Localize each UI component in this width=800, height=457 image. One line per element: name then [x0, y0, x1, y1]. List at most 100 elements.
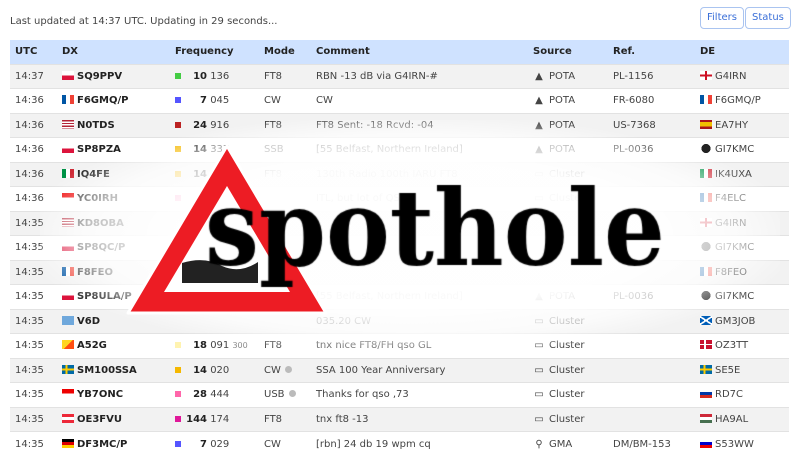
tree-icon: ▲	[535, 291, 543, 303]
pl-flag-icon	[62, 144, 74, 154]
ref-cell[interactable]	[608, 308, 695, 334]
us-flag-icon	[62, 119, 74, 129]
dx-callsign[interactable]: N0TDS	[77, 119, 115, 131]
ref-cell[interactable]	[608, 161, 695, 187]
de-callsign[interactable]: F4ELC	[715, 193, 746, 205]
col-dx[interactable]: DX	[57, 40, 170, 64]
comment-cell: Thanks for qso ,73	[311, 382, 528, 407]
dx-cell: SP8PZA	[57, 137, 170, 162]
source-cell: ⚲ GMA	[528, 431, 608, 456]
de-callsign[interactable]: GI7KMC	[715, 291, 755, 303]
de-callsign[interactable]: HA9AL	[715, 413, 749, 425]
de-callsign[interactable]: F8FEO	[715, 266, 748, 278]
dx-callsign[interactable]: OE3FVU	[77, 413, 122, 425]
ref-cell[interactable]	[608, 259, 695, 285]
de-callsign[interactable]: SE5E	[715, 364, 741, 376]
frequency-cell: 28 444	[170, 382, 259, 407]
table-row[interactable]: 14:37 SQ9PPV 10 136 FT8 RBN -13 dB via G4IR…	[10, 63, 789, 89]
de-callsign[interactable]: G4IRN	[715, 217, 747, 229]
col-frequency[interactable]: Frequency	[170, 40, 259, 64]
col-de[interactable]: DE	[695, 40, 789, 64]
pl-flag-icon	[62, 291, 74, 301]
source-text: Cluster	[549, 413, 585, 425]
de-callsign[interactable]: EA7HY	[715, 119, 749, 131]
de-cell: GI7KMC	[695, 284, 789, 309]
mode-cell	[259, 210, 311, 236]
ref-cell[interactable]	[608, 382, 695, 407]
comment-cell: 035.20 CW	[311, 308, 528, 334]
dx-callsign[interactable]: IQ4FE	[77, 168, 110, 180]
table-row[interactable]: 14:35 SP8ULA/P [55 Belfast, Northern Irel…	[10, 284, 789, 309]
utc-cell: 14:36	[10, 186, 57, 211]
filters-button[interactable]: Filters	[700, 7, 744, 29]
dx-callsign[interactable]: SQ9PPV	[77, 70, 123, 82]
de-callsign[interactable]: IK4UXA	[715, 168, 752, 180]
frequency-cell	[170, 210, 259, 236]
dx-callsign[interactable]: DF3MC/P	[77, 438, 128, 450]
dx-callsign[interactable]: V6D	[77, 315, 100, 327]
ref-cell[interactable]: FR-6080	[608, 88, 695, 113]
dx-callsign[interactable]: YB7ONC	[77, 389, 124, 401]
dx-callsign[interactable]: SM100SSA	[77, 364, 137, 376]
table-row[interactable]: 14:36 YC0IRH ITL, but lot of QSB... ▭ Clust…	[10, 186, 789, 211]
de-callsign[interactable]: G4IRN	[715, 70, 747, 82]
unk-flag-icon	[700, 144, 712, 154]
frequency-cell: 24 916	[170, 112, 259, 138]
dx-callsign[interactable]: SP8PZA	[77, 144, 121, 156]
table-row[interactable]: 14:35 F8FEO F8FEO	[10, 259, 789, 285]
ref-cell[interactable]	[608, 186, 695, 211]
table-row[interactable]: 14:36 IQ4FE 14 FT8 130th Radio 100th IARU F…	[10, 161, 789, 187]
table-row[interactable]: 14:35 DF3MC/P 7 029 CW [rbn] 24 db 19 wpm c…	[10, 431, 789, 456]
ref-cell[interactable]: PL-0036	[608, 137, 695, 162]
ref-cell[interactable]: PL-0036	[608, 284, 695, 309]
status-button[interactable]: Status	[745, 7, 791, 29]
col-mode[interactable]: Mode	[259, 40, 311, 64]
mode-cell: CW	[259, 88, 311, 113]
ref-cell[interactable]	[608, 210, 695, 236]
source-cell: ▲ POTA	[528, 88, 608, 113]
de-callsign[interactable]: S53WW	[715, 438, 754, 450]
dx-callsign[interactable]: KD8OBA	[77, 217, 124, 229]
table-row[interactable]: 14:35 OE3FVU 144 174 FT8 tnx ft8 -13 ▭ Cluste…	[10, 406, 789, 432]
de-callsign[interactable]: F6GMQ/P	[715, 95, 761, 107]
dx-callsign[interactable]: YC0IRH	[77, 193, 118, 205]
de-callsign[interactable]: GI7KMC	[715, 242, 755, 254]
table-row[interactable]: 14:35 YB7ONC 28 444 USB Thanks for qso ,73 ▭…	[10, 382, 789, 407]
table-row[interactable]: 14:35 A52G 18 091 300 FT8 tnx nice FT8/FH qs…	[10, 333, 789, 358]
ref-cell[interactable]	[608, 357, 695, 383]
de-callsign[interactable]: GM3JOB	[715, 315, 756, 327]
mode-cell: FT8	[259, 63, 311, 89]
ref-cell[interactable]: PL-1156	[608, 63, 695, 89]
frequency-mhz: 28	[193, 389, 207, 401]
col-comment[interactable]: Comment	[311, 40, 528, 64]
de-callsign[interactable]: GI7KMC	[715, 144, 755, 156]
ref-cell[interactable]: US-7368	[608, 112, 695, 138]
dx-callsign[interactable]: SP8ULA/P	[77, 291, 132, 303]
table-row[interactable]: 14:35 SP8QC/P GI7KMC	[10, 235, 789, 260]
col-ref[interactable]: Ref.	[608, 40, 695, 64]
dx-callsign[interactable]: SP8QC/P	[77, 242, 126, 254]
table-row[interactable]: 14:36 N0TDS 24 916 FT8 FT8 Sent: -18 Rcvd: …	[10, 112, 789, 138]
ref-cell[interactable]	[608, 406, 695, 432]
dx-callsign[interactable]: A52G	[77, 340, 107, 352]
col-source[interactable]: Source	[528, 40, 608, 64]
table-row[interactable]: 14:35 KD8OBA G4IRN	[10, 210, 789, 236]
dx-callsign[interactable]: F6GMQ/P	[77, 95, 129, 107]
table-row[interactable]: 14:36 F6GMQ/P 7 045 CW CW ▲ POTA FR-6080 F6GMQ/…	[10, 88, 789, 113]
info-icon[interactable]	[288, 390, 296, 398]
ref-cell[interactable]	[608, 235, 695, 260]
de-callsign[interactable]: OZ3TT	[715, 340, 749, 352]
info-icon[interactable]	[284, 365, 292, 373]
dx-cell: KD8OBA	[57, 210, 170, 236]
mode-cell: CW	[259, 431, 311, 456]
table-row[interactable]: 14:35 SM100SSA 14 020 CW SSA 100 Year Anniv…	[10, 357, 789, 383]
de-callsign[interactable]: RD7C	[715, 389, 743, 401]
frequency-hz: 300	[232, 341, 248, 351]
comment-cell: tnx ft8 -13	[311, 406, 528, 432]
col-utc[interactable]: UTC	[10, 40, 57, 64]
ref-cell[interactable]: DM/BM-153	[608, 431, 695, 456]
dx-callsign[interactable]: F8FEO	[77, 266, 113, 278]
table-row[interactable]: 14:36 SP8PZA 14 337 SSB [55 Belfast, Northe…	[10, 137, 789, 162]
ref-cell[interactable]	[608, 333, 695, 358]
table-row[interactable]: 14:35 V6D 035.20 CW ▭ Cluster GM3JOB	[10, 308, 789, 334]
